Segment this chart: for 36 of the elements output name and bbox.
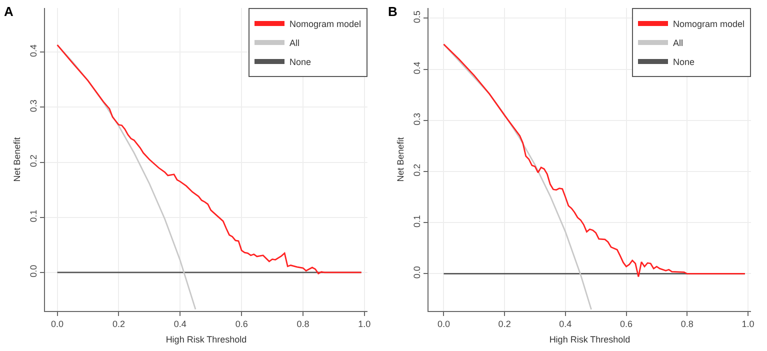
y-tick-label: 0.1 <box>412 214 422 228</box>
x-tick-label: 1.0 <box>742 318 754 329</box>
legend-label: None <box>290 57 312 68</box>
legend-label: Nomogram model <box>290 19 362 30</box>
x-tick-label: 0.8 <box>680 318 694 329</box>
chart-title: A <box>4 4 14 19</box>
legend-label: None <box>673 57 695 68</box>
y-tick-label: 0.0 <box>412 266 422 279</box>
legend-label: All <box>290 38 300 48</box>
x-tick-label: 1.0 <box>358 318 371 329</box>
y-tick-label: 0.3 <box>28 100 38 112</box>
x-tick-label: 0.4 <box>174 318 186 329</box>
x-tick-label: 0.4 <box>559 318 572 329</box>
y-tick-label: 0.0 <box>28 264 38 278</box>
legend-label: Nomogram model <box>673 19 745 30</box>
y-tick-label: 0.4 <box>412 62 422 74</box>
y-axis-title: Net Benefit <box>12 136 22 182</box>
x-axis-title: High Risk Threshold <box>166 334 247 345</box>
line-series <box>56 44 362 274</box>
y-axis-title: Net Benefit <box>395 136 406 182</box>
x-axis-title: High Risk Threshold <box>549 334 630 345</box>
chart-title: B <box>388 4 398 19</box>
y-tick-label: 0.2 <box>28 154 38 168</box>
x-tick-label: 0.6 <box>620 318 633 329</box>
x-tick-label: 0.8 <box>296 318 310 329</box>
x-tick-label: 0.0 <box>437 318 450 329</box>
x-tick-label: 0.2 <box>112 318 125 329</box>
y-tick-label: 0.2 <box>412 164 422 176</box>
y-tick-label: 0.1 <box>28 210 38 222</box>
x-tick-label: 0.2 <box>498 318 511 329</box>
x-tick-label: 0.6 <box>235 318 248 329</box>
y-tick-label: 0.5 <box>412 10 422 24</box>
x-tick-label: 0.0 <box>51 318 64 329</box>
legend-label: All <box>673 38 684 48</box>
y-tick-label: 0.4 <box>28 44 38 57</box>
y-tick-label: 0.3 <box>412 112 422 126</box>
